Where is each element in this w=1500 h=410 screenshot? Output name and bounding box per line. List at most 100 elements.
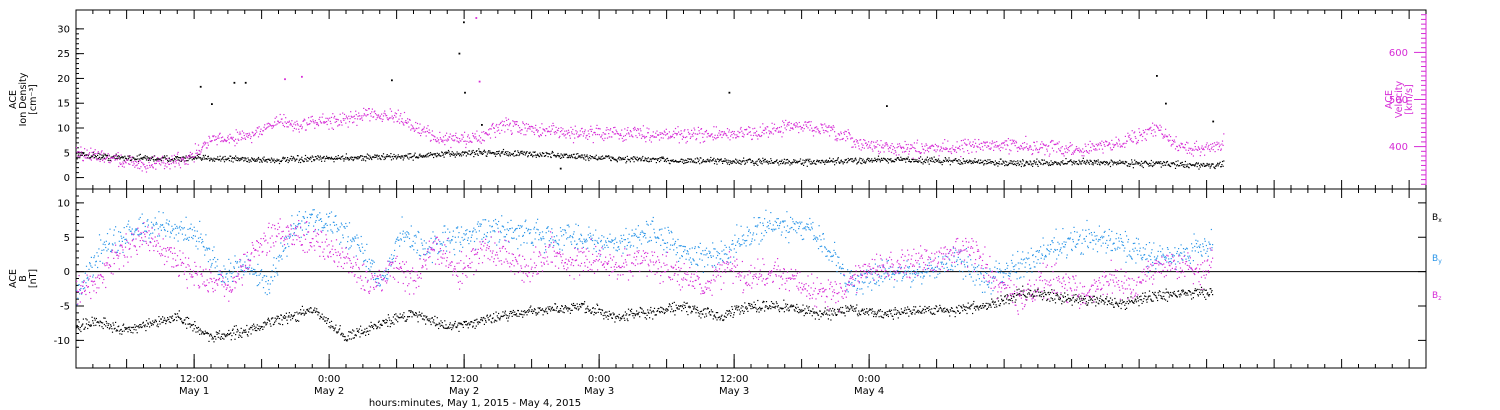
density-point	[1113, 162, 1115, 164]
velocity-point	[1045, 144, 1047, 146]
bx-point	[377, 326, 379, 328]
velocity-point	[517, 131, 519, 133]
density-axis-label: Ion Density	[18, 72, 29, 126]
velocity-point	[289, 124, 291, 126]
bx-point	[141, 326, 143, 328]
velocity-point	[297, 124, 299, 126]
bx-point	[400, 316, 402, 318]
density-point	[254, 160, 256, 162]
velocity-point	[525, 123, 527, 125]
bx-point	[354, 334, 356, 336]
density-point	[1124, 163, 1126, 165]
bx-point	[150, 324, 153, 326]
density-point	[158, 158, 161, 160]
velocity-point	[605, 129, 607, 131]
density-point	[1150, 163, 1152, 165]
velocity-point	[155, 168, 157, 170]
density-point	[1028, 163, 1031, 165]
density-point	[921, 162, 923, 164]
velocity-point	[1193, 149, 1195, 151]
velocity-point	[644, 136, 646, 138]
velocity-point	[386, 117, 388, 119]
velocity-point	[143, 163, 145, 165]
bx-point	[329, 321, 331, 323]
bx-point	[403, 316, 406, 318]
velocity-point	[1173, 141, 1175, 143]
density-point	[662, 156, 664, 158]
density-point	[1197, 163, 1199, 165]
density-point	[366, 157, 368, 159]
density-point	[569, 157, 571, 159]
bx-point	[574, 304, 576, 307]
velocity-point	[905, 144, 907, 146]
density-point	[434, 153, 437, 155]
velocity-point	[985, 141, 987, 143]
bx-point	[180, 318, 182, 320]
bx-point	[441, 322, 443, 324]
velocity-point	[1145, 139, 1147, 141]
density-point	[238, 158, 240, 160]
bx-point	[158, 320, 161, 322]
density-point	[525, 152, 527, 154]
velocity-point	[340, 120, 342, 122]
velocity-point	[134, 166, 136, 168]
velocity-point	[305, 129, 307, 131]
bx-point	[678, 308, 680, 310]
bx-point	[204, 333, 206, 335]
bx-point	[251, 327, 253, 329]
velocity-point	[150, 157, 152, 159]
bx-point	[111, 328, 113, 330]
bx-point	[348, 331, 350, 333]
density-point	[1060, 161, 1062, 163]
bx-point	[552, 309, 554, 311]
velocity-point	[981, 142, 983, 144]
density-point	[741, 161, 743, 163]
bx-point	[530, 310, 532, 313]
b-tick-label: -10	[54, 336, 70, 347]
density-point	[1023, 165, 1025, 167]
density-point	[723, 160, 725, 162]
velocity-point	[842, 137, 844, 140]
bx-point	[604, 314, 606, 316]
density-point	[863, 160, 865, 162]
velocity-point	[341, 124, 343, 126]
bx-point	[513, 314, 515, 316]
velocity-point	[1202, 147, 1204, 149]
velocity-point	[666, 133, 669, 135]
velocity-point	[1085, 145, 1087, 147]
bx-point	[82, 323, 84, 325]
velocity-point	[634, 126, 636, 128]
bx-point	[299, 312, 301, 314]
bx-point	[636, 310, 638, 312]
density-point	[674, 160, 676, 162]
density-point	[243, 157, 245, 159]
velocity-point	[889, 147, 891, 149]
density-point	[1151, 165, 1153, 167]
density-point	[402, 155, 404, 157]
density-point	[160, 160, 162, 162]
velocity-point	[409, 119, 411, 121]
bx-point	[522, 316, 524, 318]
density-point	[1142, 162, 1144, 164]
density-point	[1122, 160, 1124, 163]
bx-point	[698, 315, 700, 317]
bx-point	[365, 331, 367, 333]
density-point	[394, 156, 396, 158]
velocity-point	[374, 110, 376, 112]
velocity-point	[748, 126, 750, 128]
velocity-point	[623, 135, 625, 137]
bx-point	[160, 318, 162, 320]
density-point	[262, 157, 264, 159]
bx-point	[566, 308, 568, 310]
density-point	[928, 159, 930, 161]
density-point	[694, 161, 696, 163]
bx-point	[756, 311, 758, 313]
bx-point	[586, 307, 588, 309]
density-point	[626, 155, 628, 157]
velocity-point	[1218, 142, 1220, 144]
velocity-point	[1118, 140, 1120, 142]
density-point	[1140, 163, 1142, 165]
density-point	[288, 160, 290, 162]
velocity-point	[534, 127, 536, 129]
density-point	[697, 158, 699, 160]
